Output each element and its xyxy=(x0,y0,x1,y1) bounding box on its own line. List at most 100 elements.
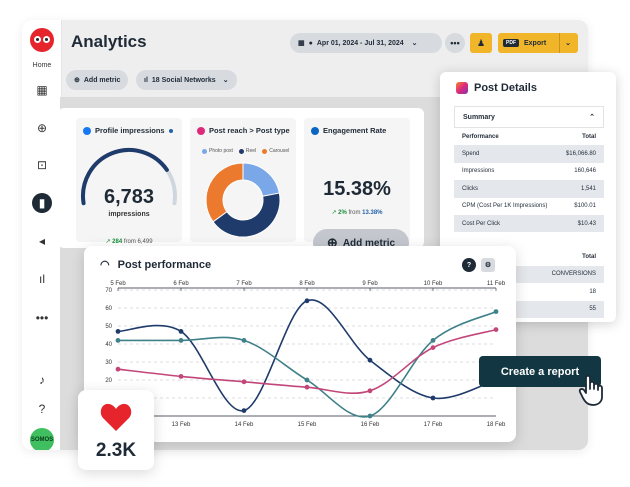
add-circle-icon[interactable]: ⊕ xyxy=(36,121,48,135)
trend-up-icon: ↗ xyxy=(105,239,111,245)
data-point[interactable] xyxy=(367,413,373,419)
data-point[interactable] xyxy=(430,395,436,401)
export-label: Export xyxy=(524,39,547,47)
table-row: Spend $16,066.80 xyxy=(454,145,604,163)
likes-value: 2.3K xyxy=(95,440,137,461)
data-point[interactable] xyxy=(493,309,499,314)
help-icon[interactable]: ? xyxy=(38,402,46,416)
post-reach-card[interactable]: Post reach > Post type Photo post Reel C… xyxy=(190,118,296,242)
metrics-panel: Profile impressions 6,783 impressions ↗ … xyxy=(58,108,424,248)
post-type-legend: Photo post Reel Carousel xyxy=(202,148,289,154)
y-tick-label: 60 xyxy=(105,306,112,312)
facebook-icon xyxy=(83,126,91,135)
export-button[interactable]: PDF Export ⌄ xyxy=(498,33,578,53)
logo-icon[interactable] xyxy=(30,28,54,52)
avatar[interactable]: SOMOS xyxy=(30,428,54,450)
bell-icon[interactable]: ♪ xyxy=(39,373,45,387)
x-top-tick-label: 8 Feb xyxy=(299,281,315,287)
x-bottom-tick-label: 13 Feb xyxy=(172,422,191,428)
data-point[interactable] xyxy=(304,384,310,390)
data-point[interactable] xyxy=(430,345,436,350)
summary-header[interactable]: Summary ⌃ xyxy=(454,106,604,128)
y-tick-label: 30 xyxy=(105,360,112,366)
x-top-tick-label: 6 Feb xyxy=(173,281,189,287)
impressions-delta: ↗ 284 from 6,499 xyxy=(105,239,153,245)
gear-icon[interactable]: ⚙ xyxy=(481,258,495,272)
share-user-button[interactable]: ♟ xyxy=(470,33,492,53)
calendar-icon[interactable]: ▦ xyxy=(36,83,48,97)
analytics-icon[interactable]: ▮ xyxy=(32,193,52,213)
chevron-up-icon[interactable]: ⌃ xyxy=(589,114,595,121)
dot-icon: ● xyxy=(308,39,313,47)
calendar-icon: ▦ xyxy=(298,40,305,47)
instagram-icon xyxy=(456,82,468,94)
x-top-tick-label: 5 Feb xyxy=(110,281,126,287)
date-range-text: Apr 01, 2024 - Jul 31, 2024 xyxy=(316,39,404,47)
megaphone-icon[interactable]: ◂ xyxy=(38,234,46,248)
chevron-down-icon[interactable]: ⌄ xyxy=(559,33,571,53)
impressions-value: 6,783 xyxy=(103,186,155,208)
card-title: Profile impressions xyxy=(95,126,165,135)
profile-impressions-card[interactable]: Profile impressions 6,783 impressions ↗ … xyxy=(76,118,182,245)
social-networks-label: 18 Social Networks xyxy=(151,76,216,84)
sidebar: Home ▦ ⊕ ⊡ ▮ ◂ ıl ••• ♪ ? SOMOS xyxy=(22,20,62,450)
x-bottom-tick-label: 17 Feb xyxy=(424,422,443,428)
y-tick-label: 40 xyxy=(105,342,112,348)
instagram-icon xyxy=(197,126,205,135)
create-report-button[interactable]: Create a report xyxy=(479,356,601,387)
more-options-button[interactable]: ••• xyxy=(445,33,465,53)
add-metric-button[interactable]: ⊕ Add metric xyxy=(66,70,129,90)
table-header-row: Performance Total xyxy=(454,128,604,146)
data-point[interactable] xyxy=(241,408,247,413)
data-point[interactable] xyxy=(241,379,247,385)
y-tick-label: 70 xyxy=(105,288,112,294)
likes-card: 2.3K xyxy=(78,390,154,470)
data-point[interactable] xyxy=(493,327,499,332)
date-range-button[interactable]: ▦ ● Apr 01, 2024 - Jul 31, 2024 ⌄ xyxy=(290,33,442,53)
data-point[interactable] xyxy=(115,366,121,372)
post-details-title: Post Details xyxy=(474,82,537,94)
x-bottom-tick-label: 16 Feb xyxy=(361,422,380,428)
social-networks-dropdown[interactable]: ıl 18 Social Networks ⌄ xyxy=(136,70,237,90)
series-line-1 xyxy=(117,299,497,412)
data-point[interactable] xyxy=(115,329,121,334)
data-point[interactable] xyxy=(304,377,310,383)
plus-circle-icon: ⊕ xyxy=(74,77,80,84)
bar-chart-icon: ıl xyxy=(144,76,148,84)
sidebar-home-label[interactable]: Home xyxy=(32,62,52,69)
data-point[interactable] xyxy=(367,357,373,363)
series-line-3 xyxy=(117,328,497,394)
pointer-hand-icon xyxy=(578,374,603,406)
data-point[interactable] xyxy=(367,388,373,394)
data-point[interactable] xyxy=(430,338,436,343)
trend-up-icon: ↗ xyxy=(331,210,337,216)
table-row: Impressions 160,646 xyxy=(454,162,604,181)
status-dot-icon xyxy=(168,128,173,133)
data-point[interactable] xyxy=(241,338,247,343)
impressions-label: impressions xyxy=(108,211,150,218)
pdf-tag: PDF xyxy=(503,39,519,47)
x-top-tick-label: 10 Feb xyxy=(424,281,443,287)
engagement-value: 15.38% xyxy=(323,178,391,200)
table-row: CPM (Cost Per 1K Impressions) $100.01 xyxy=(454,197,604,215)
x-bottom-tick-label: 15 Feb xyxy=(298,422,317,428)
x-top-tick-label: 11 Feb xyxy=(487,281,506,287)
y-tick-label: 50 xyxy=(105,324,112,330)
help-icon[interactable]: ? xyxy=(462,258,476,272)
inbox-icon[interactable]: ⊡ xyxy=(36,158,48,172)
data-point[interactable] xyxy=(115,338,121,343)
data-point[interactable] xyxy=(178,374,184,379)
page-title: Analytics xyxy=(71,32,147,51)
x-top-tick-label: 7 Feb xyxy=(236,281,252,287)
data-point[interactable] xyxy=(304,298,310,304)
add-metric-label: Add metric xyxy=(83,76,121,84)
more-icon[interactable]: ••• xyxy=(35,311,49,325)
sound-wave-icon[interactable]: ıl xyxy=(39,272,45,286)
donut-slice-photo-post xyxy=(242,162,280,197)
data-point[interactable] xyxy=(178,329,184,334)
chevron-down-icon: ⌄ xyxy=(411,40,418,47)
data-point[interactable] xyxy=(178,338,184,343)
engagement-rate-card[interactable]: Engagement Rate 15.38% ↗ 2% from 13.38% xyxy=(304,118,410,242)
post-performance-title: Post performance xyxy=(117,258,212,271)
